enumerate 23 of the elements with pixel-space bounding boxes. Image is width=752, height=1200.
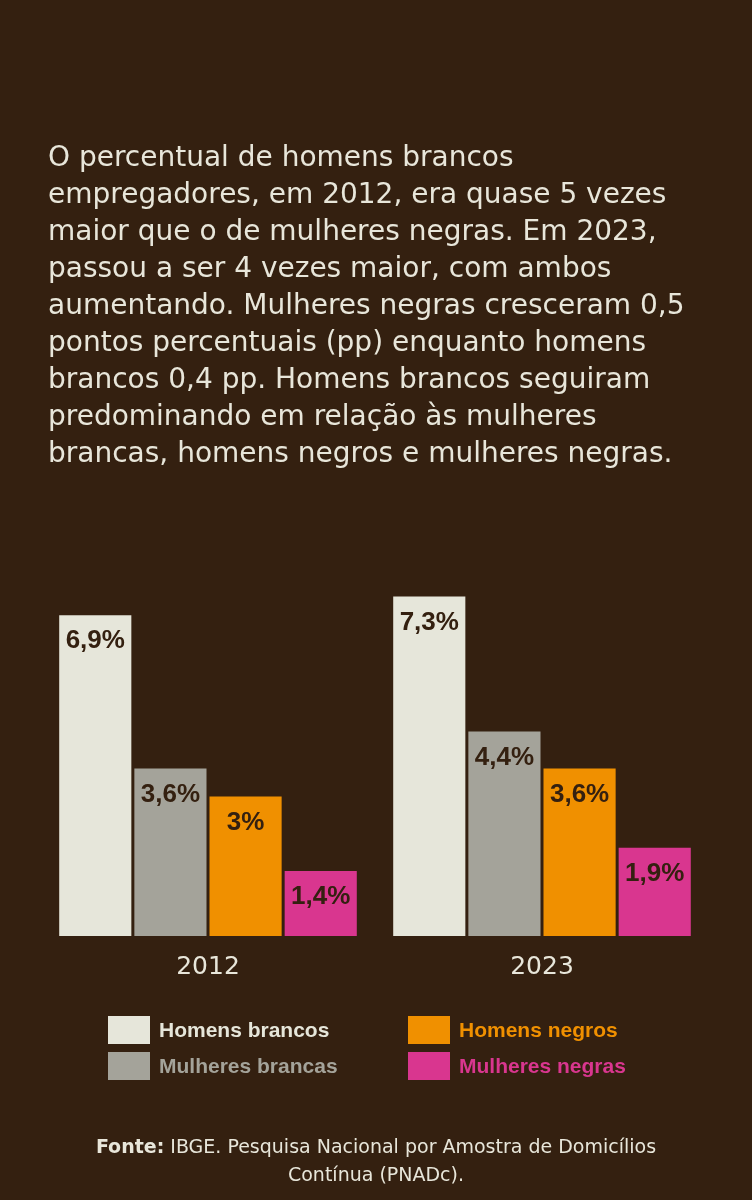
legend-label: Mulheres brancas xyxy=(159,1054,338,1078)
bar xyxy=(543,768,616,936)
bar xyxy=(59,615,132,936)
data-label: 3,6% xyxy=(549,777,610,808)
data-label: 4,4% xyxy=(474,740,535,771)
data-label: 3% xyxy=(226,805,265,836)
bar xyxy=(468,731,541,936)
x-tick-label: 2012 xyxy=(176,950,240,980)
bar xyxy=(209,796,282,936)
legend-label: Mulheres negras xyxy=(459,1054,626,1078)
data-label: 3,6% xyxy=(140,777,201,808)
legend-label: Homens negros xyxy=(459,1018,618,1042)
data-label: 6,9% xyxy=(65,624,125,655)
bar xyxy=(134,768,207,936)
chart-title: O percentual de homens brancos empregadores, em 2012, era quase 5 vezes maior que o de mulheres negras. Em 2023, passou a ser 4 vezes maior, com ambos aumentando. Mulheres negras cresceram 0,5 pontos percentuais (pp) enquanto homens brancos 0,4 pp. Homens brancos seguiram predominando em relação às mulheres brancas, homens negros e mulheres negras. xyxy=(48,140,685,469)
bar xyxy=(393,596,466,936)
legend-label: Homens brancos xyxy=(159,1018,330,1042)
source-note: Fonte: IBGE. Pesquisa Nacional por Amostra de Domicílios Contínua (PNADc). xyxy=(95,1135,657,1185)
data-label: 1,9% xyxy=(625,856,685,887)
x-tick-label: 2023 xyxy=(510,950,574,980)
data-label: 1,4% xyxy=(291,880,351,911)
bar xyxy=(618,847,691,936)
data-label: 7,3% xyxy=(399,605,459,636)
